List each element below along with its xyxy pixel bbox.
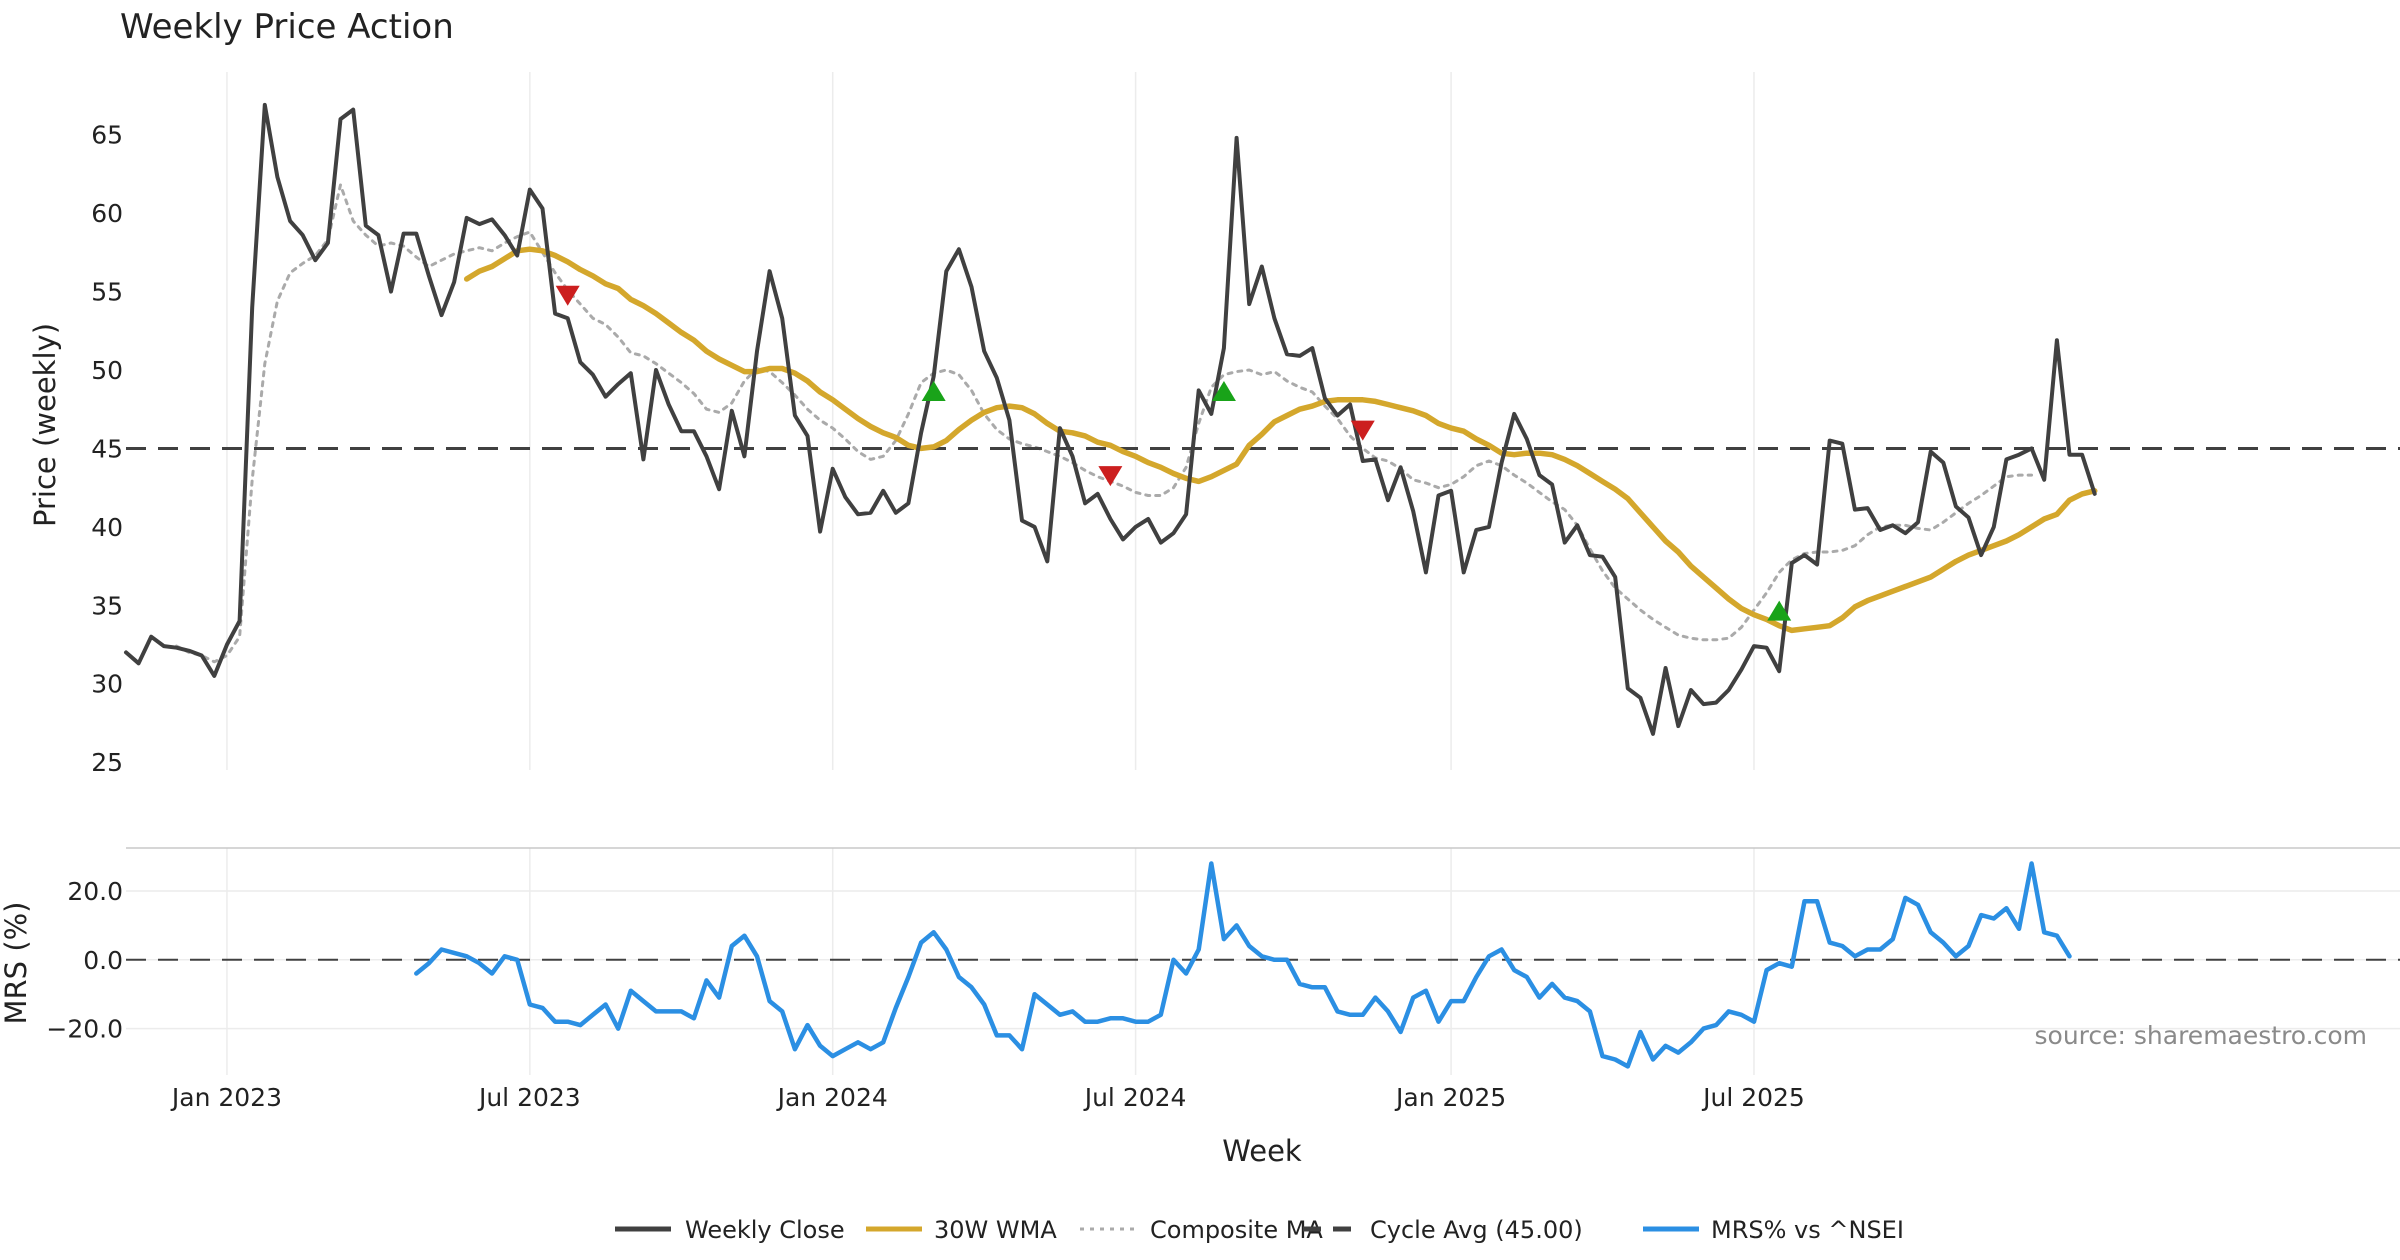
x-axis-title: Week [1222,1134,1302,1168]
legend-cycle-avg-label: Cycle Avg (45.00) [1370,1216,1583,1244]
mrs-y-tick-label: 0.0 [83,946,123,975]
wma-30w-line [463,246,2098,634]
price-y-axis-title: Price (weekly) [28,323,62,527]
buy-signal-marker [1767,600,1792,621]
weekly-close-line [124,102,2097,736]
price-y-tick-label: 55 [91,278,123,307]
price-y-tick-label: 30 [91,670,123,699]
axis-layer: Jan 2023 Jul 2023 Jan 2024 Jul 2024 Jan 2025… [46,121,1804,1112]
composite-ma-line [175,183,2034,664]
buy-signal-marker [921,380,946,401]
x-tick-label: Jul 2023 [477,1083,581,1112]
marker-layer [555,285,1792,621]
mrs-y-tick-label: 20.0 [67,877,123,906]
source-note: source: sharemaestro.com [2035,1021,2368,1050]
price-y-tick-label: 35 [91,591,123,620]
chart-title: Weekly Price Action [120,7,454,47]
price-y-tick-label: 40 [91,513,123,542]
x-tick-label: Jan 2025 [1394,1083,1506,1112]
price-y-tick-label: 50 [91,356,123,385]
price-y-tick-label: 45 [91,434,123,463]
sell-signal-marker [555,285,580,306]
price-y-tick-label: 65 [91,121,123,150]
sell-signal-marker [1350,420,1375,441]
legend: Weekly Close 30W WMA Composite MA Cycle Avg… [615,1216,1904,1244]
legend-weekly-close-label: Weekly Close [685,1216,845,1244]
buy-signal-marker [1211,380,1236,401]
x-tick-label: Jan 2023 [170,1083,282,1112]
sell-signal-marker [1098,466,1123,487]
mrs-y-axis-title: MRS (%) [0,902,33,1025]
x-tick-label: Jan 2024 [776,1083,888,1112]
price-y-tick-label: 60 [91,199,123,228]
mrs-line [414,861,2072,1069]
x-tick-label: Jul 2024 [1083,1083,1187,1112]
series-layer [124,102,2400,1069]
price-y-tick-label: 25 [91,748,123,777]
legend-mrs-label: MRS% vs ^NSEI [1711,1216,1904,1244]
legend-wma-30w-label: 30W WMA [934,1216,1057,1244]
legend-composite-ma-label: Composite MA [1150,1216,1323,1244]
mrs-y-tick-label: −20.0 [46,1015,123,1044]
x-tick-label: Jul 2025 [1701,1083,1805,1112]
